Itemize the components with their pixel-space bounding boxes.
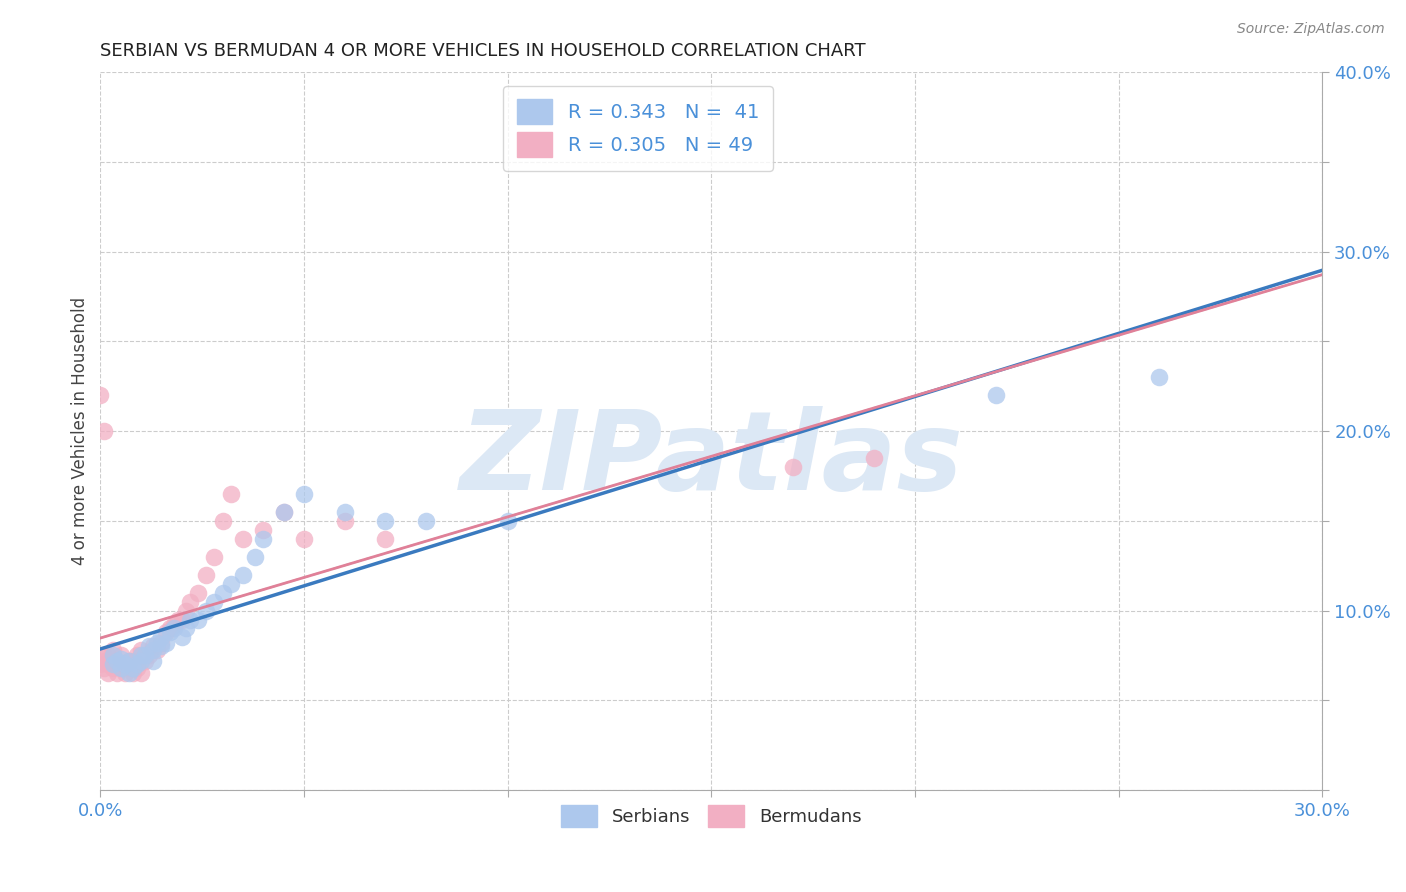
Point: [114, 657, 136, 672]
Point: [122, 661, 145, 675]
Point: [166, 613, 188, 627]
Point: [93, 661, 115, 675]
Point: [138, 640, 160, 654]
Point: [211, 514, 233, 528]
Point: [129, 643, 152, 657]
Text: ZIPatlas: ZIPatlas: [460, 407, 963, 514]
Point: [202, 549, 225, 564]
Point: [129, 648, 152, 663]
Point: [219, 576, 242, 591]
Point: [89, 388, 111, 402]
Point: [292, 532, 315, 546]
Point: [122, 654, 145, 668]
Point: [142, 654, 165, 668]
Point: [782, 460, 804, 475]
Point: [163, 618, 186, 632]
Point: [118, 661, 141, 675]
Point: [146, 636, 169, 650]
Point: [150, 631, 173, 645]
Point: [863, 451, 886, 466]
Point: [159, 625, 181, 640]
Point: [292, 487, 315, 501]
Point: [187, 613, 209, 627]
Point: [97, 657, 120, 672]
Point: [232, 567, 254, 582]
Point: [415, 514, 437, 528]
Point: [219, 487, 242, 501]
Point: [1149, 370, 1171, 384]
Point: [105, 654, 128, 668]
Point: [170, 631, 193, 645]
Y-axis label: 4 or more Vehicles in Household: 4 or more Vehicles in Household: [72, 297, 89, 566]
Point: [496, 514, 519, 528]
Point: [252, 532, 274, 546]
Point: [89, 657, 111, 672]
Point: [202, 594, 225, 608]
Point: [93, 424, 115, 438]
Point: [146, 643, 169, 657]
Point: [179, 613, 201, 627]
Point: [179, 594, 201, 608]
Point: [159, 622, 181, 636]
Point: [93, 654, 115, 668]
Point: [110, 661, 132, 675]
Point: [110, 652, 132, 666]
Text: Source: ZipAtlas.com: Source: ZipAtlas.com: [1237, 22, 1385, 37]
Point: [374, 532, 396, 546]
Point: [118, 654, 141, 668]
Point: [93, 648, 115, 663]
Point: [114, 666, 136, 681]
Point: [97, 666, 120, 681]
Point: [150, 640, 173, 654]
Point: [101, 661, 124, 675]
Point: [97, 648, 120, 663]
Point: [273, 505, 295, 519]
Point: [101, 654, 124, 668]
Point: [138, 648, 160, 663]
Point: [129, 666, 152, 681]
Point: [105, 657, 128, 672]
Point: [122, 666, 145, 681]
Point: [155, 625, 177, 640]
Point: [243, 549, 266, 564]
Point: [174, 622, 197, 636]
Point: [142, 643, 165, 657]
Point: [114, 657, 136, 672]
Point: [155, 636, 177, 650]
Point: [142, 640, 165, 654]
Point: [110, 661, 132, 675]
Point: [105, 666, 128, 681]
Point: [374, 514, 396, 528]
Point: [170, 613, 193, 627]
Legend: Serbians, Bermudans: Serbians, Bermudans: [554, 798, 869, 835]
Point: [101, 648, 124, 663]
Point: [187, 585, 209, 599]
Point: [125, 657, 148, 672]
Point: [252, 523, 274, 537]
Point: [125, 648, 148, 663]
Point: [333, 514, 356, 528]
Point: [232, 532, 254, 546]
Point: [163, 622, 186, 636]
Point: [118, 654, 141, 668]
Point: [273, 505, 295, 519]
Point: [195, 567, 218, 582]
Point: [211, 585, 233, 599]
Point: [150, 636, 173, 650]
Point: [195, 603, 218, 617]
Point: [333, 505, 356, 519]
Point: [125, 661, 148, 675]
Point: [986, 388, 1008, 402]
Point: [110, 648, 132, 663]
Point: [174, 603, 197, 617]
Text: SERBIAN VS BERMUDAN 4 OR MORE VEHICLES IN HOUSEHOLD CORRELATION CHART: SERBIAN VS BERMUDAN 4 OR MORE VEHICLES I…: [100, 42, 866, 60]
Point: [101, 643, 124, 657]
Point: [101, 657, 124, 672]
Point: [118, 666, 141, 681]
Point: [134, 654, 156, 668]
Point: [129, 654, 152, 668]
Point: [134, 648, 156, 663]
